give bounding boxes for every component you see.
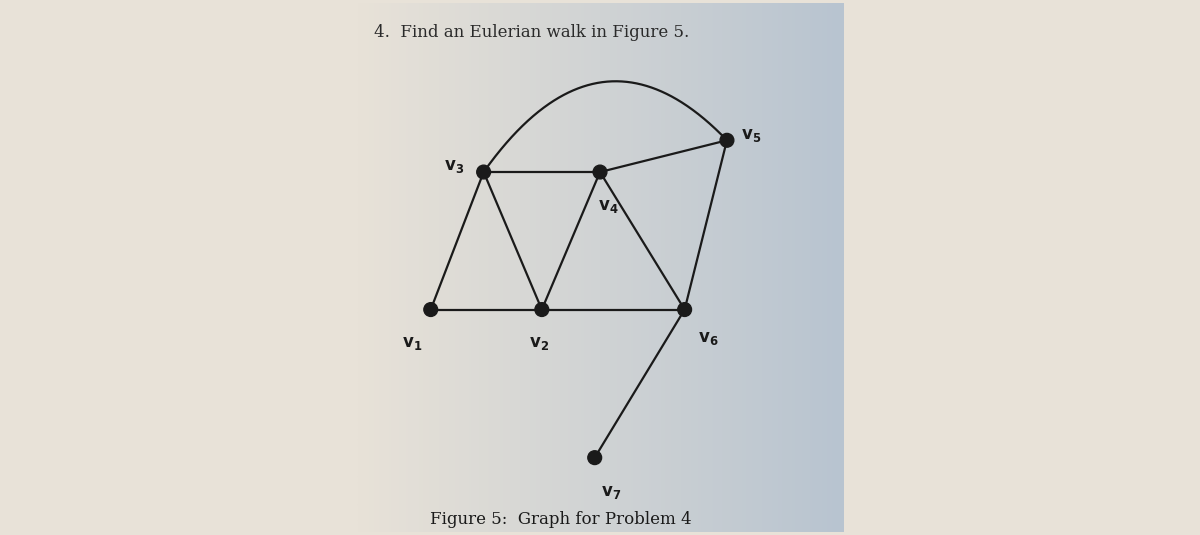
Text: $\mathbf{v_{1}}$: $\mathbf{v_{1}}$	[402, 335, 422, 353]
Text: 4.  Find an Eulerian walk in Figure 5.: 4. Find an Eulerian walk in Figure 5.	[373, 24, 689, 41]
Text: $\mathbf{v_{3}}$: $\mathbf{v_{3}}$	[444, 158, 464, 175]
Text: $\mathbf{v_{7}}$: $\mathbf{v_{7}}$	[600, 484, 620, 501]
Circle shape	[476, 165, 491, 179]
Text: $\mathbf{v_{4}}$: $\mathbf{v_{4}}$	[598, 198, 618, 215]
Text: Figure 5:  Graph for Problem 4: Figure 5: Graph for Problem 4	[431, 510, 692, 528]
Text: $\mathbf{v_{6}}$: $\mathbf{v_{6}}$	[698, 330, 719, 347]
Circle shape	[678, 303, 691, 316]
Circle shape	[720, 133, 734, 147]
Circle shape	[588, 451, 601, 464]
Circle shape	[424, 303, 438, 316]
Circle shape	[535, 303, 548, 316]
Text: $\mathbf{v_{2}}$: $\mathbf{v_{2}}$	[529, 335, 550, 353]
Circle shape	[593, 165, 607, 179]
Text: $\mathbf{v_{5}}$: $\mathbf{v_{5}}$	[740, 126, 761, 143]
